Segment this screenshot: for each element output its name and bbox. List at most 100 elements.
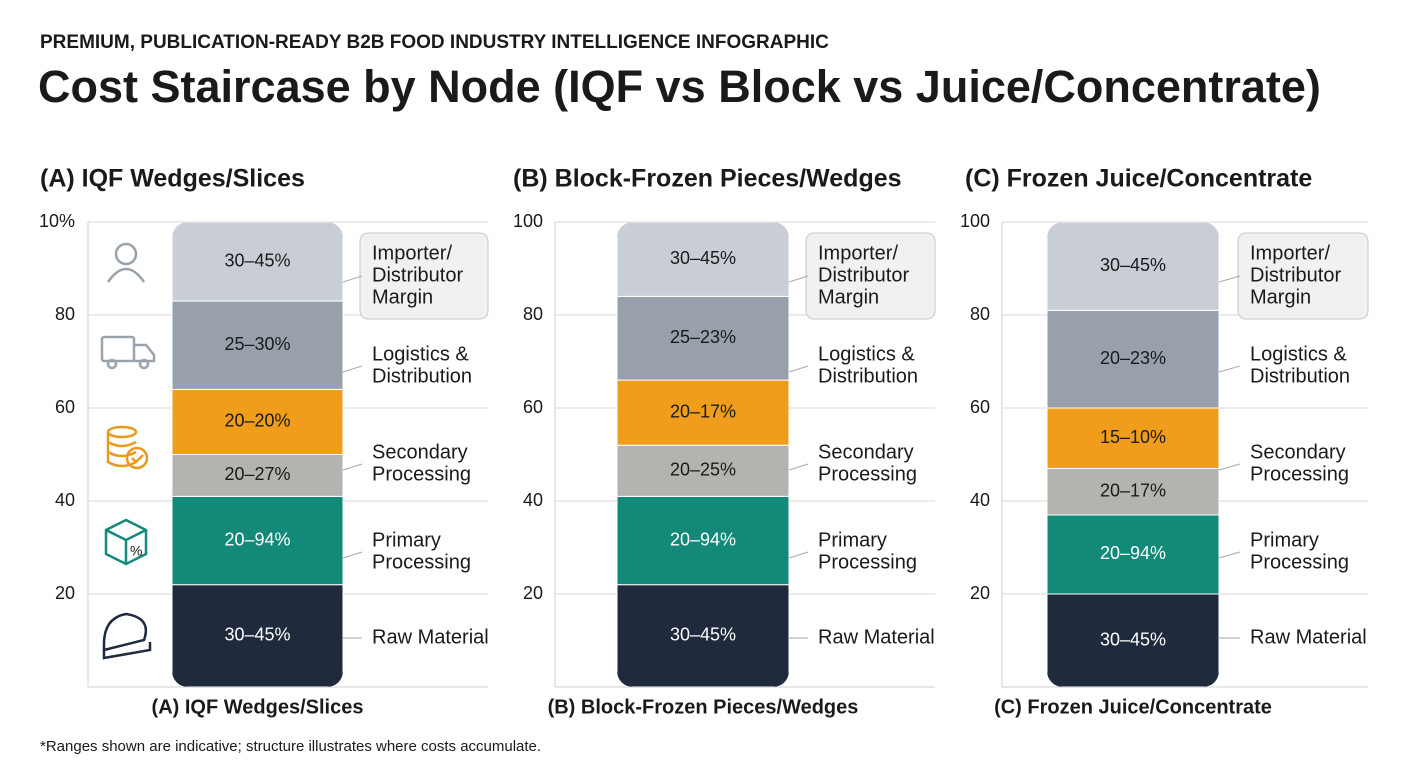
supertitle: PREMIUM, PUBLICATION-READY B2B FOOD INDU… (40, 32, 829, 53)
svg-text:%: % (130, 543, 142, 559)
bar (1047, 222, 1219, 687)
y-tick-label: 80 (523, 304, 543, 324)
callout-leader (1218, 365, 1241, 373)
callout-leader (342, 275, 363, 283)
callout-label: Processing (818, 551, 917, 573)
segment-label: 15–10% (1100, 427, 1166, 447)
y-tick-label: 20 (55, 583, 75, 603)
segment-label: 20–94% (224, 529, 290, 549)
segment-label: 30–45% (1100, 629, 1166, 649)
main-title: Cost Staircase by Node (IQF vs Block vs … (38, 61, 1321, 112)
segment-label: 30–45% (1100, 255, 1166, 275)
callout-leader (342, 551, 363, 559)
callout-leader (1218, 275, 1241, 283)
segment-label: 20–17% (1100, 480, 1166, 500)
callout-label: Primary (372, 529, 441, 551)
callout-leader (788, 275, 809, 283)
callout-label: Processing (372, 463, 471, 485)
segment-label: 20–17% (670, 401, 736, 421)
callout-label: Margin (1250, 286, 1311, 308)
callout-label: Distributor (818, 264, 909, 286)
callout-leader (342, 463, 363, 471)
bar-segment (1047, 514, 1219, 595)
segment-label: 25–23% (670, 327, 736, 347)
callout-label: Margin (372, 286, 433, 308)
callout-leader (788, 551, 809, 559)
y-tick-label: 40 (970, 490, 990, 510)
callout-label: Importer/ (372, 242, 452, 264)
callout-label: Distributor (372, 264, 463, 286)
panel-title: (A) IQF Wedges/Slices (40, 165, 305, 193)
callout-box (359, 232, 489, 320)
segment-label: 30–45% (224, 250, 290, 270)
segment-label: 20–27% (224, 464, 290, 484)
callout-label: Raw Material (372, 626, 489, 648)
callout-leader (1218, 551, 1241, 559)
y-tick-label: 20 (523, 583, 543, 603)
callout-label: Primary (1250, 529, 1319, 551)
callout-label: Logistics & (1250, 343, 1347, 365)
panel-title: (B) Block-Frozen Pieces/Wedges (513, 165, 902, 193)
panel-caption: (A) IQF Wedges/Slices (152, 696, 364, 718)
callout-label: Secondary (372, 441, 468, 463)
y-tick-label: 80 (55, 304, 75, 324)
callout-label: Processing (818, 463, 917, 485)
bar (617, 222, 789, 687)
callout-leader (788, 365, 809, 373)
callout-label: Distribution (372, 365, 472, 387)
panel-caption: (C) Frozen Juice/Concentrate (994, 696, 1272, 718)
segment-label: 30–45% (224, 625, 290, 645)
segment-label: 20–94% (1100, 543, 1166, 563)
segment-label: 25–30% (224, 334, 290, 354)
callout-box (1237, 232, 1369, 320)
callout-label: Logistics & (372, 343, 469, 365)
segment-label: 20–94% (670, 529, 736, 549)
panel-title: (C) Frozen Juice/Concentrate (965, 165, 1312, 193)
bar-segment (172, 388, 343, 455)
bar-segment (172, 454, 343, 497)
y-tick-label: 10% (39, 211, 75, 231)
callout-leader (342, 365, 363, 373)
callout-box (805, 232, 936, 320)
bar-segment (617, 584, 789, 687)
callout-label: Logistics & (818, 343, 915, 365)
bar-segment (1047, 593, 1219, 687)
bar (172, 222, 343, 687)
callout-leader (788, 463, 809, 471)
callout-label: Raw Material (1250, 626, 1367, 648)
callout-label: Distributor (1250, 264, 1341, 286)
y-tick-label: 40 (55, 490, 75, 510)
y-tick-label: 60 (523, 397, 543, 417)
callout-label: Distribution (818, 365, 918, 387)
bar-segment (1047, 467, 1219, 516)
y-tick-label: 40 (523, 490, 543, 510)
y-tick-label: 100 (960, 211, 990, 231)
segment-label: 30–45% (670, 248, 736, 268)
y-tick-label: 20 (970, 583, 990, 603)
bar-segment (172, 222, 343, 302)
footnote: *Ranges shown are indicative; structure … (40, 738, 541, 755)
icons: % (100, 242, 156, 660)
y-tick-label: 100 (513, 211, 543, 231)
callout-label: Raw Material (818, 626, 935, 648)
bar-segment (1047, 309, 1219, 409)
callout-leader (1218, 463, 1241, 471)
segment-label: 20–23% (1100, 348, 1166, 368)
bar-segment (1047, 222, 1219, 311)
callout-label: Processing (1250, 551, 1349, 573)
y-tick-label: 60 (970, 397, 990, 417)
y-tick-label: 80 (970, 304, 990, 324)
callout-label: Importer/ (818, 242, 898, 264)
panel-caption: (B) Block-Frozen Pieces/Wedges (548, 696, 859, 718)
callout-label: Processing (1250, 463, 1349, 485)
callout-label: Importer/ (1250, 242, 1330, 264)
bar-segment (617, 222, 789, 297)
segment-label: 20–25% (670, 460, 736, 480)
y-tick-label: 60 (55, 397, 75, 417)
callout-label: Secondary (1250, 441, 1346, 463)
bar-segment (617, 379, 789, 446)
callout-label: Processing (372, 551, 471, 573)
callout-label: Primary (818, 529, 887, 551)
callout-label: Secondary (818, 441, 914, 463)
